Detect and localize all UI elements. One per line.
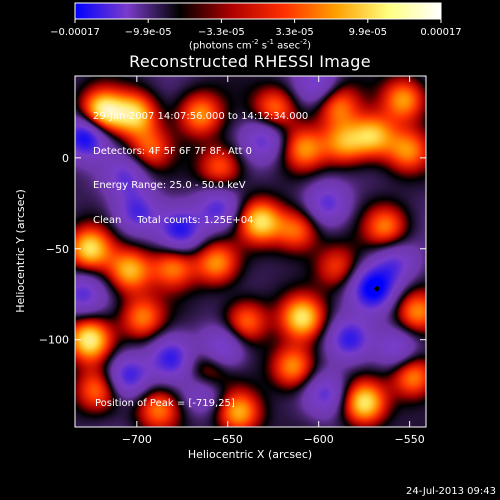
y-tick-label: −100	[39, 334, 69, 347]
colorbar-tick-label: −0.00017	[50, 27, 100, 38]
colorbar-tick-label: 3.3e-05	[275, 27, 313, 38]
colorbar-tick-label: 0.00017	[420, 27, 461, 38]
plot-title: Reconstructed RHESSI Image	[129, 52, 371, 71]
info-clean-counts: Clean Total counts: 1.25E+04	[93, 214, 254, 226]
x-tick-label: −700	[122, 433, 152, 446]
timestamp: 24-Jul-2013 09:43	[405, 486, 496, 497]
observation-info: 29-Jan-2007 14:07:56.000 to 14:12:34.000…	[93, 88, 308, 238]
info-time-range: 29-Jan-2007 14:07:56.000 to 14:12:34.000	[93, 111, 309, 122]
colorbar-ticks: −0.00017 −9.9e-05 −3.3e-05 3.3e-05 9.9e-05 0.…	[50, 19, 462, 38]
y-tick-label: −50	[46, 243, 69, 256]
x-tick-label: −600	[304, 433, 334, 446]
info-detectors: Detectors: 4F 5F 6F 7F 8F, Att 0	[93, 145, 253, 157]
info-energy-range: Energy Range: 25.0 - 50.0 keV	[93, 180, 246, 191]
plot-frame	[74, 75, 427, 428]
x-axis-ticks: −700 −650 −600 −550	[122, 76, 425, 446]
x-axis-label: Heliocentric X (arcsec)	[188, 448, 312, 461]
marker-dot	[374, 286, 380, 292]
colorbar: −0.00017 −9.9e-05 −3.3e-05 3.3e-05 9.9e-05 0.…	[50, 2, 462, 38]
colorbar-tick-label: −9.9e-05	[125, 27, 172, 38]
x-tick-label: −650	[213, 433, 243, 446]
y-axis-label: Heliocentric Y (arcsec)	[14, 189, 27, 313]
colorbar-gradient	[74, 2, 442, 20]
y-tick-label: 0	[62, 152, 69, 165]
colorbar-units: (photons cm-2 s-1 asec-2)	[188, 38, 312, 52]
peak-position: Position of Peak = [-719,25]	[95, 398, 235, 409]
colorbar-tick-label: −3.3e-05	[198, 27, 245, 38]
x-tick-label: −550	[395, 433, 425, 446]
colorbar-tick-label: 9.9e-05	[349, 27, 387, 38]
y-axis-ticks: 0 −50 −100	[39, 152, 426, 347]
heatmap-image	[75, 76, 426, 427]
